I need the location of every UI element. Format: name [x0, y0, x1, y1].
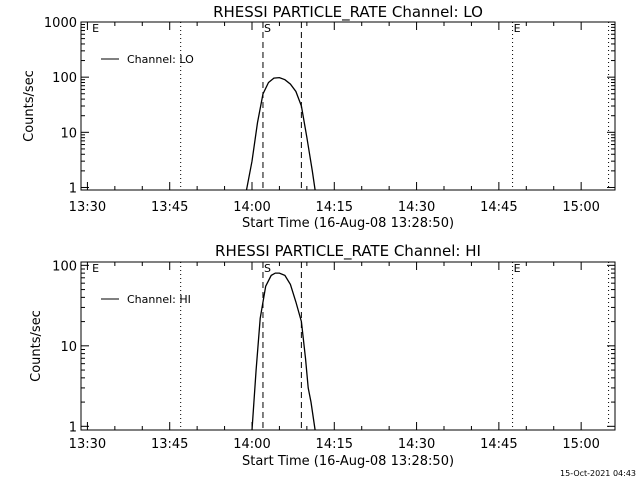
x-axis-label: Start Time (16-Aug-08 13:28:50) — [242, 216, 454, 231]
legend-label: Channel: HI — [127, 293, 191, 306]
x-tick-label: 14:30 — [398, 200, 435, 215]
chart-title: RHESSI PARTICLE_RATE Channel: HI — [215, 242, 481, 261]
marker-e: E — [92, 262, 99, 275]
x-tick-label: 15:00 — [562, 437, 599, 452]
y-axis-label: Counts/sec — [29, 310, 44, 382]
legend-label: Channel: LO — [127, 53, 194, 66]
x-tick-label: 13:30 — [69, 437, 106, 452]
x-axis-label: Start Time (16-Aug-08 13:28:50) — [242, 454, 454, 469]
x-tick-label: 14:45 — [480, 437, 517, 452]
y-tick-label: 10 — [60, 126, 77, 141]
series-line — [251, 272, 316, 431]
marker-s: S — [264, 262, 271, 275]
x-tick-label: 15:00 — [562, 200, 599, 215]
y-tick-label: 100 — [52, 71, 77, 86]
y-tick-label: 1 — [69, 420, 77, 435]
panel-channel-hi: RHESSI PARTICLE_RATE Channel: HI 13:30 13:… — [29, 242, 616, 469]
marker-e: E — [92, 22, 99, 35]
plot-frame — [80, 21, 616, 191]
marker-s: S — [264, 22, 271, 35]
plot-frame — [80, 261, 616, 431]
marker-e: E — [514, 262, 521, 275]
x-tick-label: 13:45 — [151, 200, 188, 215]
x-tick-label: 14:15 — [316, 200, 353, 215]
x-tick-label: 14:45 — [480, 200, 517, 215]
x-tick-label: 14:00 — [233, 437, 270, 452]
panel-channel-lo: RHESSI PARTICLE_RATE Channel: LO 13:30 13:… — [22, 3, 616, 231]
x-tick-label: 14:15 — [316, 437, 353, 452]
x-tick-label: 13:45 — [151, 437, 188, 452]
chart-title: RHESSI PARTICLE_RATE Channel: LO — [213, 3, 483, 22]
y-tick-label: 1000 — [44, 16, 77, 31]
x-tick-label: 14:30 — [398, 437, 435, 452]
y-tick-label: 100 — [52, 259, 77, 274]
y-axis-label: Counts/sec — [22, 70, 37, 142]
x-tick-label: 13:30 — [69, 200, 106, 215]
series-line — [245, 76, 316, 191]
footer-timestamp: 15-Oct-2021 04:43 — [560, 469, 636, 478]
y-tick-label: 10 — [60, 340, 77, 355]
marker-e: E — [514, 22, 521, 35]
x-tick-label: 14:00 — [233, 200, 270, 215]
y-tick-label: 1 — [69, 181, 77, 196]
